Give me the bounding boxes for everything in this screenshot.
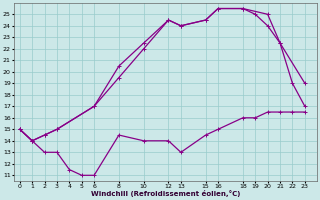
- X-axis label: Windchill (Refroidissement éolien,°C): Windchill (Refroidissement éolien,°C): [91, 190, 240, 197]
